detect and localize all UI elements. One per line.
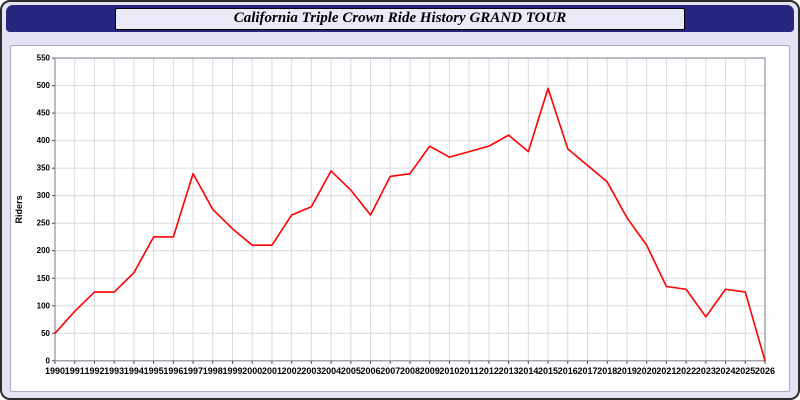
svg-text:550: 550 (37, 54, 51, 63)
svg-text:450: 450 (37, 109, 51, 118)
svg-text:1993: 1993 (104, 366, 124, 376)
svg-text:2026: 2026 (755, 366, 775, 376)
svg-text:2013: 2013 (499, 366, 519, 376)
svg-text:2018: 2018 (597, 366, 617, 376)
svg-text:2002: 2002 (282, 366, 302, 376)
svg-text:1996: 1996 (163, 366, 183, 376)
svg-text:500: 500 (37, 81, 51, 90)
svg-text:2008: 2008 (400, 366, 420, 376)
svg-text:100: 100 (37, 301, 51, 310)
svg-text:2009: 2009 (420, 366, 440, 376)
svg-text:200: 200 (37, 246, 51, 255)
svg-text:Riders: Riders (14, 195, 24, 223)
svg-text:1999: 1999 (222, 366, 242, 376)
svg-text:2005: 2005 (341, 366, 361, 376)
svg-text:2016: 2016 (558, 366, 578, 376)
svg-text:2020: 2020 (637, 366, 657, 376)
svg-text:2022: 2022 (676, 366, 696, 376)
svg-text:2004: 2004 (321, 366, 341, 376)
svg-text:2012: 2012 (479, 366, 499, 376)
svg-text:0: 0 (46, 356, 51, 365)
svg-text:2000: 2000 (242, 366, 262, 376)
svg-text:2019: 2019 (617, 366, 637, 376)
svg-text:300: 300 (37, 191, 51, 200)
svg-text:1995: 1995 (144, 366, 164, 376)
svg-text:350: 350 (37, 164, 51, 173)
svg-text:1994: 1994 (124, 366, 144, 376)
svg-text:2025: 2025 (735, 366, 755, 376)
chart-title: California Triple Crown Ride History GRA… (233, 10, 567, 26)
svg-text:1991: 1991 (65, 366, 85, 376)
svg-text:1997: 1997 (183, 366, 203, 376)
svg-text:1992: 1992 (84, 366, 104, 376)
svg-text:2010: 2010 (439, 366, 459, 376)
svg-text:2011: 2011 (459, 366, 479, 376)
svg-text:2021: 2021 (656, 366, 676, 376)
svg-text:2017: 2017 (577, 366, 597, 376)
svg-text:150: 150 (37, 274, 51, 283)
svg-text:50: 50 (41, 329, 50, 338)
svg-text:2014: 2014 (518, 366, 538, 376)
svg-text:2006: 2006 (361, 366, 381, 376)
chart-title-box: California Triple Crown Ride History GRA… (115, 7, 685, 30)
title-bar: California Triple Crown Ride History GRA… (6, 5, 794, 32)
svg-text:2001: 2001 (262, 366, 282, 376)
svg-text:250: 250 (37, 219, 51, 228)
svg-text:2023: 2023 (696, 366, 716, 376)
svg-text:2024: 2024 (716, 366, 736, 376)
chart-frame: 0 50 100 150 200 250 300 350 400 450 500 550 1990 199… (10, 45, 790, 392)
svg-text:2015: 2015 (538, 366, 558, 376)
svg-text:400: 400 (37, 136, 51, 145)
svg-text:2003: 2003 (301, 366, 321, 376)
svg-text:1998: 1998 (203, 366, 223, 376)
svg-text:2007: 2007 (380, 366, 400, 376)
svg-text:1990: 1990 (45, 366, 65, 376)
